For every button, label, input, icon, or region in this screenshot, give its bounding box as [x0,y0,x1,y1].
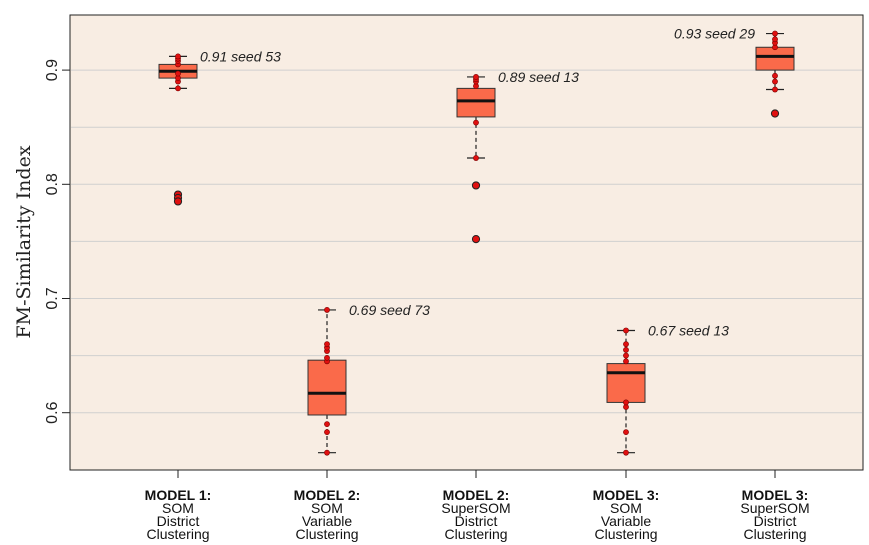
box-group: 0.67 seed 13 [606,322,729,456]
data-point [772,72,778,79]
x-category-label: Clustering [743,526,806,542]
data-point [623,327,629,334]
box-iqr [456,87,496,118]
x-category-label: MODEL 1: [145,487,212,503]
y-tick-label: 0.8 [44,173,61,195]
data-point [623,399,629,406]
outlier-point [471,181,481,190]
data-point [324,449,330,456]
data-point [473,155,479,161]
data-point [175,85,181,92]
x-category-label: District [455,513,498,529]
box-group: 0.91 seed 53 [158,48,281,206]
y-tick-label: 0.6 [44,401,61,423]
x-category-label: SuperSOM [740,500,809,516]
x-category-label: SuperSOM [441,500,510,516]
plot-panel [69,14,864,471]
data-point [175,53,181,60]
x-category-label: Clustering [594,526,657,542]
y-tick-label: 0.7 [44,287,61,309]
data-point [324,307,330,313]
x-category-label: MODEL 3: [593,487,660,503]
data-point [623,341,629,348]
x-category-label: SOM [162,500,194,516]
max-annotation: 0.93 seed 29 [674,26,755,42]
x-category-label: MODEL 2: [294,487,361,503]
max-annotation: 0.69 seed 73 [349,302,430,318]
max-annotation: 0.89 seed 13 [498,69,579,85]
x-category-label: Clustering [444,526,507,542]
data-point [324,421,330,428]
outlier-point [173,197,183,206]
max-annotation: 0.67 seed 13 [648,322,729,338]
data-point [623,352,629,359]
box-group: 0.69 seed 73 [307,302,430,456]
outlier-point [471,235,481,244]
x-category-label: Variable [302,513,353,529]
max-annotation: 0.91 seed 53 [200,48,281,64]
box-group: 0.89 seed 13 [456,69,579,244]
x-category-label: District [754,513,797,529]
y-axis-title: FM-Similarity Index [13,145,35,338]
x-category-label: Clustering [146,526,209,542]
box-iqr [755,46,795,71]
data-point [772,30,778,37]
data-point [623,449,629,456]
x-category-label: District [157,513,200,529]
outlier-point [770,109,780,118]
y-axis: 0.6 0.7 0.8 0.9 [44,59,70,424]
data-point [324,341,330,348]
data-point [772,36,778,43]
data-point [324,429,330,436]
data-point [623,429,629,436]
data-point [175,70,181,77]
data-point [623,358,629,365]
box-iqr [307,359,347,416]
data-point [473,119,479,126]
x-category-label: Variable [601,513,652,529]
data-point [623,346,629,353]
data-point [772,86,778,93]
data-point [324,354,330,361]
boxes-layer: 0.91 seed 53 0.69 seed 73 0.89 seed 13 0.67… [158,26,795,456]
box-iqr [606,363,646,403]
box-group: 0.93 seed 29 [674,26,795,118]
data-point [772,78,778,85]
x-category-label: SOM [610,500,642,516]
grid-lines [71,69,862,414]
x-category-label: SOM [311,500,343,516]
y-tick-label: 0.9 [44,59,61,81]
x-category-label: MODEL 2: [443,487,510,503]
x-category-label: Clustering [295,526,358,542]
data-point [473,74,479,80]
x-category-label: MODEL 3: [742,487,809,503]
